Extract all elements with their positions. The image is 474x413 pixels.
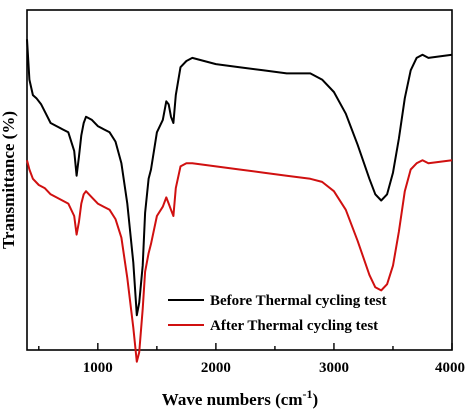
series-lines bbox=[26, 39, 453, 363]
series-line-before bbox=[26, 39, 453, 317]
x-tick-label: 4000 bbox=[435, 360, 465, 376]
x-tick-label: 2000 bbox=[201, 360, 231, 376]
x-ticks bbox=[38, 343, 453, 350]
legend: Before Thermal cycling test After Therma… bbox=[168, 293, 386, 334]
y-axis-label: Transmittance (%) bbox=[0, 111, 18, 249]
x-axis-label: Wave numbers (cm-1) bbox=[162, 387, 318, 409]
legend-label-before: Before Thermal cycling test bbox=[210, 293, 386, 309]
x-tick-labels: 1000 2000 3000 4000 bbox=[83, 360, 465, 376]
plot-frame bbox=[26, 9, 453, 351]
legend-label-after: After Thermal cycling test bbox=[210, 318, 378, 334]
x-tick-label: 1000 bbox=[83, 360, 113, 376]
series-line-after bbox=[26, 159, 453, 363]
x-tick-label: 3000 bbox=[319, 360, 349, 376]
